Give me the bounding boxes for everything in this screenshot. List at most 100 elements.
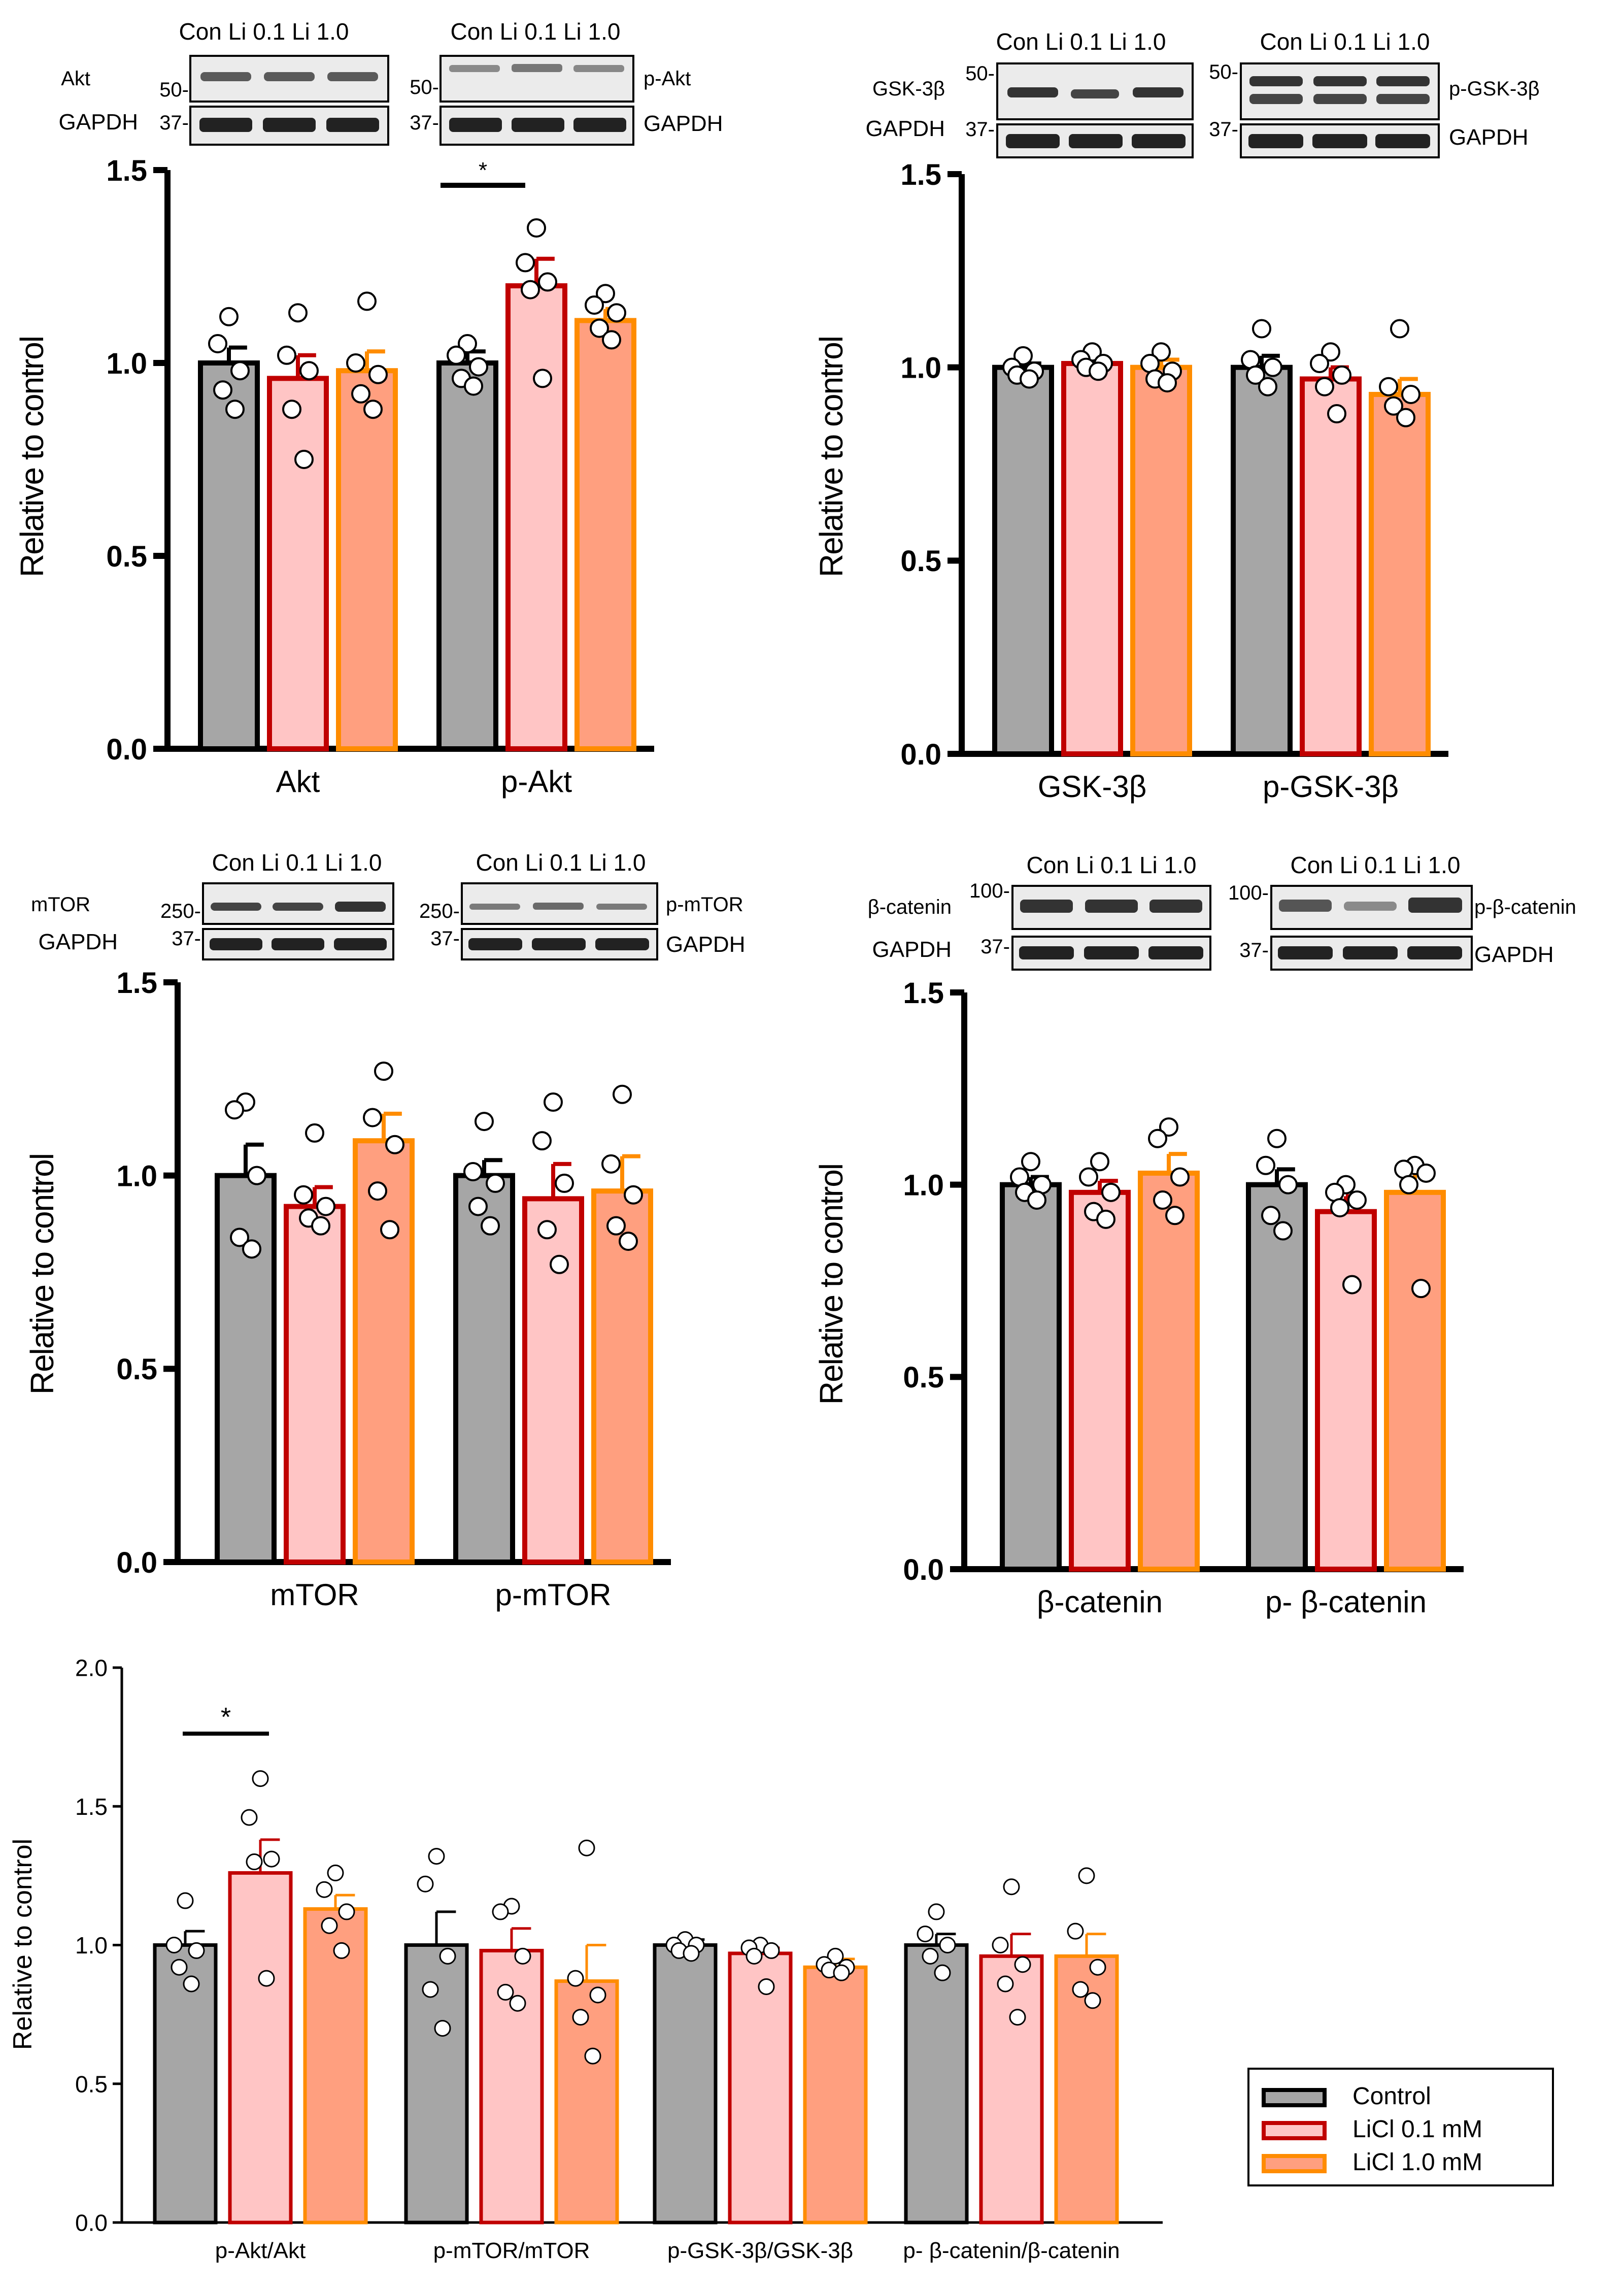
blot-band — [533, 903, 584, 910]
data-point — [428, 1848, 445, 1865]
category-label: p-mTOR/mTOR — [433, 2238, 590, 2263]
blot-band — [512, 118, 564, 132]
y-tick-label: 0.5 — [900, 545, 941, 578]
data-point — [374, 1061, 393, 1081]
data-point — [183, 1975, 200, 1993]
data-point — [225, 400, 245, 419]
data-point — [475, 1112, 494, 1132]
legend-label-li10: LiCl 1.0 mM — [1352, 2149, 1482, 2176]
data-point — [464, 376, 483, 396]
data-point — [1090, 1152, 1109, 1172]
bar-licl-0-1-mm — [979, 1954, 1044, 2225]
blot-band — [512, 64, 562, 72]
chart-mtor: 0.0 0.5 1.0 1.5 Relative to control mTOR p-mTO… — [24, 967, 671, 1612]
blot-band — [199, 118, 252, 132]
blot-band — [1007, 87, 1058, 97]
bar-licl-0-1-mm — [522, 1196, 584, 1565]
data-point — [928, 1903, 945, 1920]
data-point — [538, 272, 557, 292]
data-point — [1101, 1182, 1121, 1202]
data-point — [357, 291, 377, 311]
bar-control — [904, 1943, 969, 2225]
blot-band — [449, 65, 500, 72]
y-axis-label: Relative to control — [24, 1154, 60, 1395]
data-point — [294, 1185, 313, 1205]
data-point — [613, 1084, 632, 1104]
data-point — [469, 357, 488, 377]
data-point — [584, 2047, 601, 2065]
data-point — [1072, 1981, 1089, 1998]
y-axis-label: Relative to control — [813, 1164, 850, 1405]
bar-licl-1-0-mm — [303, 1907, 368, 2225]
data-point — [624, 1185, 643, 1205]
data-point — [934, 1964, 951, 1981]
data-point — [596, 284, 615, 304]
blot-band — [1149, 900, 1202, 913]
bar-control — [436, 360, 498, 751]
bar-licl-0-1-mm — [728, 1951, 793, 2225]
blot-band — [263, 118, 316, 132]
category-label: p-GSK-3β — [1263, 770, 1399, 804]
data-point — [1330, 1198, 1349, 1218]
blot-group-pgsk: Con Li 0.1 Li 1.0 50- p-GSK-3β 37- GAPDH — [1209, 28, 1540, 158]
data-point — [380, 1220, 399, 1240]
bar-licl-0-1-mm — [505, 283, 567, 751]
data-point — [434, 2019, 451, 2037]
data-point — [1342, 1275, 1362, 1295]
lane-labels-akt: Con Li 0.1 Li 1.0 — [179, 18, 349, 45]
data-point — [1384, 396, 1403, 416]
data-point — [338, 1903, 355, 1920]
gapdh-label-pakt: GAPDH — [644, 111, 723, 136]
blot-band — [1071, 89, 1119, 98]
bar-control — [1000, 1182, 1062, 1572]
data-point — [997, 1975, 1014, 1993]
gapdh-label-akt: GAPDH — [59, 110, 138, 135]
data-point — [1158, 373, 1177, 393]
data-point — [939, 1937, 956, 1953]
data-point — [917, 1926, 934, 1943]
blot-band — [264, 72, 315, 81]
blot-label-akt: Akt — [61, 68, 90, 90]
data-point — [1067, 1922, 1084, 1940]
blot-band — [335, 902, 386, 912]
legend-label-control: Control — [1352, 2083, 1431, 2110]
legend-swatch-control — [1262, 2088, 1327, 2107]
blot-band — [1343, 946, 1398, 959]
y-tick-label: 0.0 — [903, 1553, 944, 1586]
y-tick-label: 0.5 — [903, 1361, 944, 1394]
data-point — [346, 353, 365, 373]
data-point — [368, 1181, 387, 1201]
data-point — [1014, 1956, 1031, 1973]
y-tick-label: 0.0 — [106, 733, 147, 766]
blot-label-gsk: GSK-3β — [872, 78, 945, 100]
category-label: p-Akt/Akt — [215, 2238, 306, 2263]
blot-group-bcat: Con Li 0.1 Li 1.0 100- β-catenin GAPDH 3… — [868, 852, 1211, 971]
blot-band — [1375, 134, 1430, 148]
data-point — [458, 334, 477, 353]
data-point — [509, 1995, 526, 2012]
data-point — [589, 1986, 606, 2004]
bar-licl-0-1-mm — [1061, 361, 1123, 756]
data-point — [1096, 1209, 1115, 1229]
bar-licl-1-0-mm — [353, 1138, 415, 1565]
data-point — [567, 1970, 584, 1987]
legend: Control LiCl 0.1 mM LiCl 1.0 mM — [1247, 2068, 1554, 2186]
data-point — [1278, 1175, 1298, 1195]
mw-37-pakt: 37- — [410, 112, 439, 134]
data-point — [555, 1173, 574, 1193]
mw-37-pmtor: 37- — [430, 927, 460, 950]
blot-strip-pakt — [439, 55, 634, 103]
data-point — [1390, 319, 1409, 339]
bar-control — [453, 1173, 515, 1565]
data-point — [992, 1937, 1009, 1953]
bar-licl-1-0-mm — [1384, 1189, 1446, 1572]
y-tick-label: 0.5 — [106, 540, 147, 573]
data-point — [1078, 1867, 1095, 1884]
data-point — [514, 1947, 531, 1965]
y-tick-label: 0.0 — [900, 738, 941, 771]
data-point — [1021, 1152, 1040, 1172]
blot-band — [272, 938, 324, 950]
gapdh-label-gsk: GAPDH — [866, 116, 945, 141]
y-axis-label: Relative to control — [813, 337, 850, 577]
blot-band — [334, 938, 387, 950]
